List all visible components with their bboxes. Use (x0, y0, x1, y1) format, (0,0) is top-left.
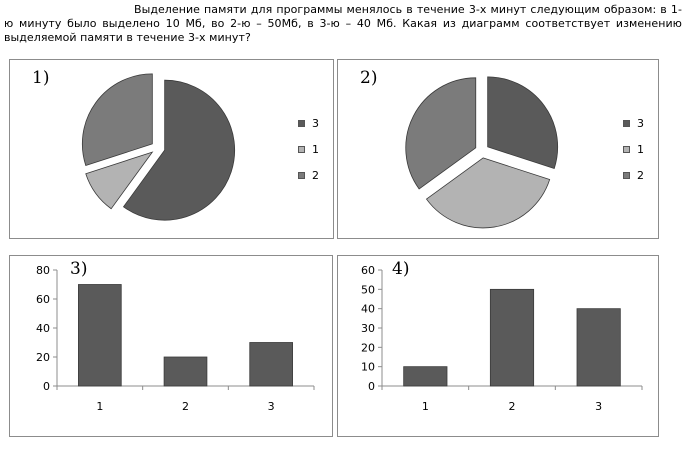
pie-slice-3 (487, 76, 559, 170)
bar-1 (78, 284, 122, 387)
legend-item-3: 3 (298, 110, 319, 136)
bar-chart-3: 0 20 40 60 80 1 2 3 (36, 264, 315, 413)
bar-chart-4: 0 10 20 30 40 50 60 1 2 3 (361, 264, 643, 413)
bar-1 (403, 366, 448, 387)
legend-item-2: 2 (623, 162, 644, 188)
legend-swatch (623, 119, 630, 127)
pie-slice-1 (425, 157, 551, 229)
y-tick-label: 20 (36, 351, 50, 364)
legend-label: 2 (312, 168, 319, 182)
x-tick-label: 3 (268, 400, 275, 413)
chart-panel-4: 0 10 20 30 40 50 60 1 2 3 4) (337, 255, 659, 437)
y-tick-label: 40 (361, 303, 375, 316)
pie-slice-2 (405, 77, 477, 190)
y-tick-label: 20 (361, 341, 375, 354)
pie-slice-1 (85, 151, 154, 210)
pie-chart-2 (405, 76, 559, 229)
legend-label: 3 (312, 116, 319, 130)
y-tick-label: 0 (43, 380, 50, 393)
y-tick-label: 30 (361, 322, 375, 335)
chart-number-3: 3) (70, 259, 88, 279)
bar-3 (249, 342, 293, 387)
bar-3 (576, 308, 621, 387)
y-tick-label: 0 (368, 380, 375, 393)
chart-panel-2: 2) 3 1 2 (337, 59, 659, 239)
legend-label: 3 (637, 116, 644, 130)
chart-number-1: 1) (32, 68, 50, 88)
chart-panel-3: 0 20 40 60 80 1 2 3 3) (9, 255, 333, 437)
legend-swatch (623, 145, 630, 153)
y-tick-label: 80 (36, 264, 50, 277)
chart-number-2: 2) (360, 68, 378, 88)
y-tick-label: 60 (36, 293, 50, 306)
question-text: Выделение памяти для программы менялось … (4, 3, 682, 44)
y-tick-label: 40 (36, 322, 50, 335)
x-tick-label: 1 (96, 400, 103, 413)
bar-2 (489, 288, 535, 387)
legend-swatch (623, 171, 630, 179)
legend-item-2: 2 (298, 162, 319, 188)
legend-swatch (298, 171, 305, 179)
legend-label: 1 (312, 142, 319, 156)
legend-item-1: 1 (623, 136, 644, 162)
legend-swatch (298, 145, 305, 153)
legend-label: 2 (637, 168, 644, 182)
legend-1: 3 1 2 (298, 110, 319, 188)
y-tick-label: 10 (361, 361, 375, 374)
legend-2: 3 1 2 (623, 110, 644, 188)
pie-slice-3 (122, 79, 236, 221)
pie-slice-2 (81, 73, 153, 167)
legend-swatch (298, 119, 305, 127)
chart-number-4: 4) (392, 259, 410, 279)
x-tick-label: 3 (595, 400, 602, 413)
y-tick-label: 60 (361, 264, 375, 277)
pie-chart-1 (81, 73, 236, 221)
legend-item-1: 1 (298, 136, 319, 162)
y-tick-label: 50 (361, 283, 375, 296)
chart-panel-1: 1) 3 1 2 (9, 59, 334, 239)
legend-item-3: 3 (623, 110, 644, 136)
x-tick-label: 2 (509, 400, 516, 413)
bar-2 (163, 356, 208, 387)
x-tick-label: 2 (182, 400, 189, 413)
legend-label: 1 (637, 142, 644, 156)
x-tick-label: 1 (422, 400, 429, 413)
